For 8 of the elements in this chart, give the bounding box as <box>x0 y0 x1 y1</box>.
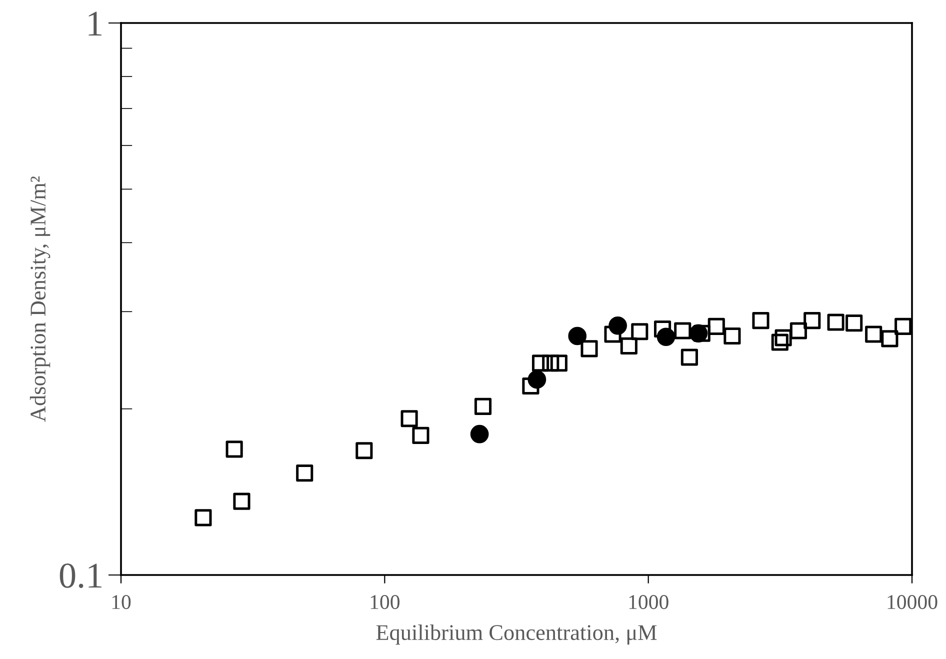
y-tick-label: 0.1 <box>60 564 102 588</box>
x-tick-label: 10000 <box>888 595 938 610</box>
y-axis-title: Adsorption Density, μM/m² <box>30 176 50 422</box>
x-tick-label: 100 <box>370 595 400 610</box>
x-tick-label: 1000 <box>629 595 668 610</box>
x-tick-label: 10 <box>112 595 131 610</box>
y-tick-label: 1 <box>88 12 102 36</box>
x-axis-title: Equilibrium Concentration, μM <box>376 624 657 645</box>
